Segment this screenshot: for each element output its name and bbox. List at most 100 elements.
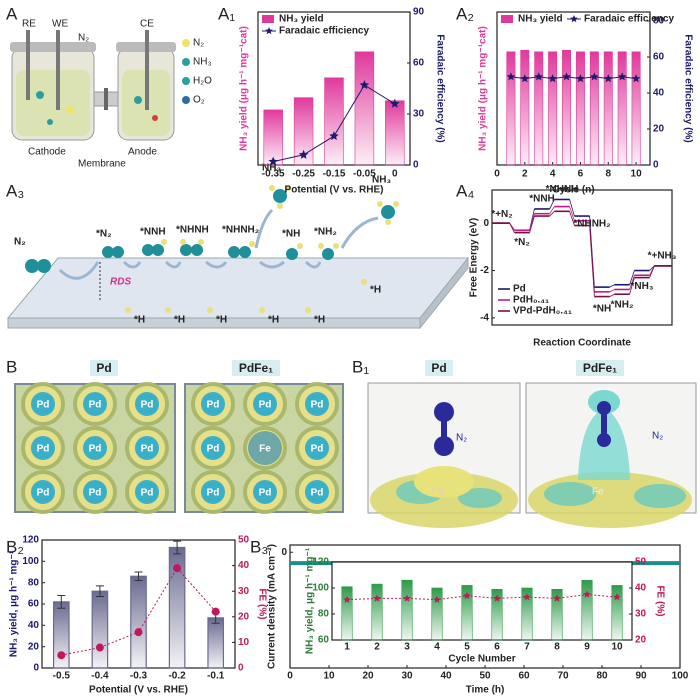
y2-tick-label: 30: [413, 109, 425, 120]
intermediate-label: *N₂: [96, 229, 112, 240]
y2-tick-label: 10: [238, 637, 250, 648]
y-tick-label: 100: [22, 556, 39, 567]
connector: [529, 215, 535, 233]
connector: [509, 222, 515, 233]
y2-tick-label: 90: [413, 7, 425, 18]
x-tick-label: 60: [518, 671, 530, 682]
intermediate-label: *NNH: [140, 227, 166, 238]
marker: [390, 98, 400, 108]
bar: [534, 51, 544, 166]
bar: [548, 51, 558, 166]
marker: [268, 156, 278, 166]
y2-axis-label: FE (%): [654, 585, 665, 616]
x-tick-label: 3: [404, 642, 410, 653]
x-tick-label: -0.35: [262, 169, 285, 180]
bar: [354, 51, 375, 166]
x-tick-label: -0.1: [207, 671, 225, 682]
connector: [609, 284, 615, 288]
pathway-schematic: N₂ *N₂ *NNH *NHNH *NHNH₂ *NH *NH₂ NH₃ NH…: [6, 163, 470, 330]
marker: [583, 590, 591, 598]
connector: [629, 270, 635, 285]
x-axis-label: Potential (V vs. RHE): [89, 685, 188, 696]
bar: [341, 586, 353, 641]
legend-label: Faradaic efficiency: [279, 26, 369, 37]
legend-swatch: [262, 15, 274, 23]
compartment-label: Anode: [128, 147, 157, 158]
step-label: *NNH: [529, 194, 555, 205]
y-tick-label: 0: [483, 218, 489, 229]
x-tick-label: -0.5: [53, 671, 71, 682]
panel-label: A₄: [456, 181, 474, 200]
y2-tick-label: 80: [653, 16, 665, 27]
bar: [562, 49, 572, 166]
atom-core: [305, 392, 329, 416]
y-tick-label: -2: [480, 265, 489, 276]
y2-tick-label: 60: [413, 58, 425, 69]
panel-label: B₃: [250, 537, 268, 556]
panel-label: A: [6, 4, 18, 23]
connector: [569, 199, 575, 217]
compartment-label: Cathode: [28, 147, 66, 158]
panel-label: A₁: [218, 4, 235, 23]
y-axis-label: Free Energy (eV): [469, 218, 480, 297]
marker: [329, 131, 339, 141]
x-tick-label: 4: [434, 642, 440, 653]
marker: [534, 72, 543, 81]
panel-label: B₁: [352, 357, 369, 376]
bar: [631, 51, 641, 166]
marker: [506, 72, 516, 81]
y-tick-label: 120: [22, 535, 39, 546]
bar: [371, 583, 383, 641]
connector: [549, 211, 555, 217]
bar: [589, 51, 599, 166]
series-line: [510, 76, 637, 80]
y-tick-label: 60: [318, 635, 330, 646]
y-tick-label: 0: [33, 663, 39, 674]
marker: [631, 74, 641, 83]
marker: [493, 594, 501, 602]
x-tick-label: -0.2: [168, 671, 186, 682]
x-tick-label: 0: [392, 169, 398, 180]
atom-label: Pd: [311, 488, 324, 499]
atom-core: [253, 480, 277, 504]
atom-core: [248, 431, 282, 465]
title-box: [232, 360, 280, 376]
connector: [629, 275, 635, 290]
step-label: *NH₂: [611, 299, 634, 310]
marker: [523, 593, 531, 601]
model-title: PdFe₁: [239, 361, 273, 375]
bar: [603, 51, 613, 166]
intermediate-label: *NH: [282, 229, 300, 240]
legend-label: NH₃ yield: [518, 14, 563, 25]
y2-tick-label: 20: [653, 124, 665, 135]
bar: [491, 588, 503, 641]
intermediate-label: *NH₂: [314, 227, 337, 238]
step-label: *NH: [593, 304, 611, 315]
x-tick-label: -0.25: [292, 169, 315, 180]
x-tick-label: 4: [550, 169, 556, 180]
marker: [95, 643, 104, 652]
electrode-label: WE: [52, 19, 68, 30]
legend-label: PdH₀.₄₁: [513, 295, 549, 306]
atom-core: [135, 392, 159, 416]
atom-label: Pd: [89, 444, 102, 455]
legend-label: N₂: [193, 38, 204, 49]
legend-label: NH₃ yield: [279, 14, 324, 25]
atom-label: Pd: [141, 444, 154, 455]
panel-label: A₂: [456, 4, 474, 23]
adsorbate-label: N₂: [456, 433, 467, 444]
step-label: *NH₃: [631, 281, 654, 292]
y2-axis-label: Faradaic efficiency (%): [682, 34, 693, 142]
bar: [461, 585, 473, 641]
intermediate-label: *NHNH: [176, 225, 209, 236]
y2-tick-label: 40: [635, 583, 647, 594]
bar: [130, 575, 147, 669]
x-axis-label: Time (h): [466, 685, 505, 696]
x-tick-label: 10: [631, 169, 643, 180]
step-label: *NHNH: [546, 184, 579, 195]
site-label: Fe: [592, 487, 604, 498]
y-axis-label: NH₃ yield, μg h⁻¹ mg⁻¹: [9, 550, 20, 657]
y2-tick-label: 0: [413, 160, 419, 171]
bar: [91, 590, 109, 669]
x-tick-label: 6: [494, 642, 500, 653]
